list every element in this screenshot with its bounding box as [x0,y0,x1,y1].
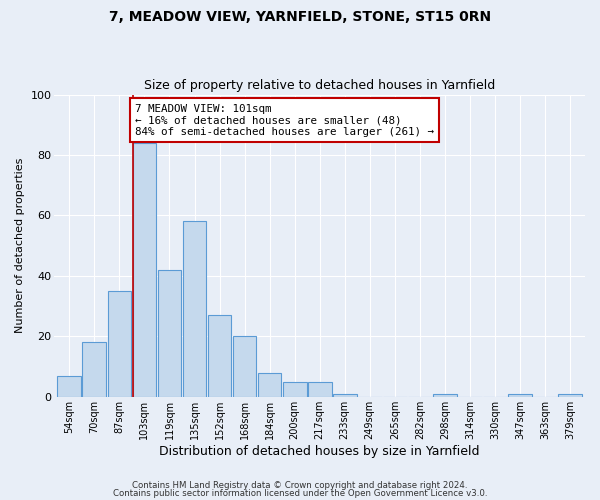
Bar [308,382,332,397]
Bar [182,222,206,397]
Bar [107,291,131,397]
Bar [158,270,181,397]
Bar [258,372,281,397]
Bar [508,394,532,397]
Bar [208,315,232,397]
Bar [58,376,81,397]
Bar [433,394,457,397]
Text: Contains HM Land Registry data © Crown copyright and database right 2024.: Contains HM Land Registry data © Crown c… [132,481,468,490]
Bar [133,143,157,397]
Text: Contains public sector information licensed under the Open Government Licence v3: Contains public sector information licen… [113,488,487,498]
Text: 7, MEADOW VIEW, YARNFIELD, STONE, ST15 0RN: 7, MEADOW VIEW, YARNFIELD, STONE, ST15 0… [109,10,491,24]
Bar [333,394,356,397]
Y-axis label: Number of detached properties: Number of detached properties [15,158,25,334]
Text: 7 MEADOW VIEW: 101sqm
← 16% of detached houses are smaller (48)
84% of semi-deta: 7 MEADOW VIEW: 101sqm ← 16% of detached … [135,104,434,137]
Bar [233,336,256,397]
Bar [558,394,582,397]
X-axis label: Distribution of detached houses by size in Yarnfield: Distribution of detached houses by size … [160,444,480,458]
Bar [82,342,106,397]
Title: Size of property relative to detached houses in Yarnfield: Size of property relative to detached ho… [144,79,495,92]
Bar [283,382,307,397]
